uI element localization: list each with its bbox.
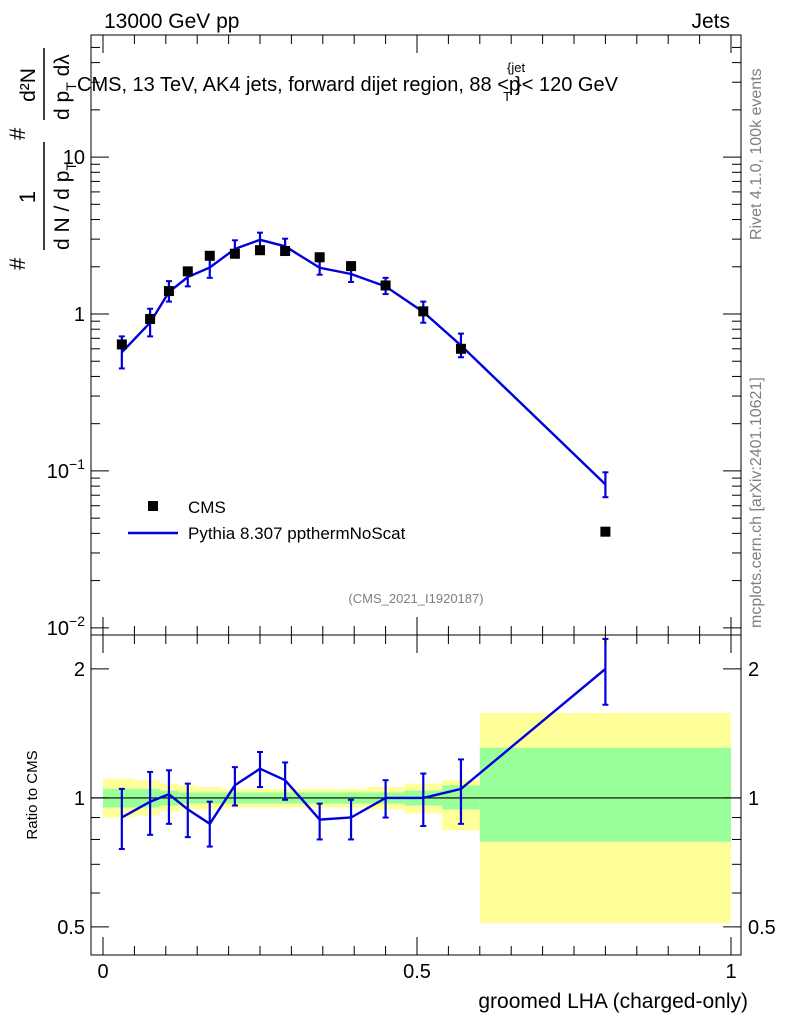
ratio-uncertainty-band-inner xyxy=(479,747,731,842)
ratio-axes: 0.5 0.5 1 1 2 2 0 0.5 1 xyxy=(57,635,776,983)
ylabel-frac2-den-tail: dλ xyxy=(51,54,74,83)
mcplots-label: mcplots.cern.ch [arXiv:2401.10621] xyxy=(748,377,765,628)
cms-data-point xyxy=(280,246,291,257)
ylabel-frac1-den: d N / d pT xyxy=(51,162,79,250)
rivet-version-label: Rivet 4.1.0, 100k events xyxy=(748,68,765,240)
cms-data-point xyxy=(204,250,215,261)
legend-label-mc: Pythia 8.307 ppthermNoScat xyxy=(188,524,406,543)
mc-series-line xyxy=(120,238,607,486)
legend-label-cms: CMS xyxy=(188,498,226,517)
cms-data-point xyxy=(116,339,127,350)
main-y-tick-label: 10−1 xyxy=(47,456,85,483)
main-frame xyxy=(90,34,742,636)
plot-title-sup: {jet xyxy=(507,60,525,75)
legend: CMS Pythia 8.307 ppthermNoScat xyxy=(128,498,406,543)
ratio-panel: 0.5 0.5 1 1 2 2 0 0.5 1 Ratio to CMS groomed LHA… xyxy=(24,634,776,1013)
ylabel-frac1-num: 1 xyxy=(15,191,40,203)
plot-title-sub: T xyxy=(503,89,511,104)
main-y-tick-label-exp: −2 xyxy=(69,613,85,629)
ylabel-hash-1: # xyxy=(5,257,30,270)
main-y-tick-label: 1 xyxy=(74,304,85,326)
plot-title: CMS, 13 TeV, AK4 jets, forward dijet reg… xyxy=(77,60,619,104)
x-tick-label: 0 xyxy=(97,961,108,983)
ratio-frame xyxy=(90,634,742,956)
main-y-tick-label: 10−2 xyxy=(47,613,85,640)
ylabel-frac2-den: d pT dλ xyxy=(51,54,79,120)
legend-marker-cms xyxy=(148,501,158,511)
cms-data-point xyxy=(314,252,325,263)
cms-data-point xyxy=(455,343,466,354)
ratio-y-tick-label-right: 2 xyxy=(748,659,759,681)
ratio-y-tick-label-right: 0.5 xyxy=(748,917,776,939)
cms-data-point xyxy=(418,306,429,317)
main-y-axis-label: # 1 d N / d pT # d²N d pT dλ xyxy=(5,48,79,270)
x-axis-label: groomed LHA (charged-only) xyxy=(478,990,748,1013)
header-left-label: 13000 GeV pp xyxy=(104,10,239,33)
ratio-y-tick-label: 0.5 xyxy=(57,917,85,939)
ratio-plot-area xyxy=(91,637,741,924)
plot-title-main: CMS, 13 TeV, AK4 jets, forward dijet reg… xyxy=(77,74,520,96)
ratio-y-tick-label-right: 1 xyxy=(748,788,759,810)
main-plot-area xyxy=(116,231,611,537)
main-y-tick-label-base: 10 xyxy=(47,618,69,640)
ratio-y-tick-label: 2 xyxy=(74,659,85,681)
ylabel-frac2-num: d²N xyxy=(17,68,40,102)
x-tick-label: 0.5 xyxy=(403,961,431,983)
main-y-tick-label-base: 10 xyxy=(47,461,69,483)
cms-data-point xyxy=(600,526,611,537)
ylabel-frac2-den-main: d p xyxy=(51,91,74,120)
ratio-y-axis-label: Ratio to CMS xyxy=(24,750,41,839)
plot-title-tail: }< 120 GeV xyxy=(515,74,619,96)
header-right-label: Jets xyxy=(691,10,730,33)
analysis-watermark: (CMS_2021_I1920187) xyxy=(348,591,483,606)
cms-data-point xyxy=(255,245,265,256)
cms-data-point xyxy=(346,261,357,272)
ratio-y-tick-label: 1 xyxy=(74,788,85,810)
cms-data-point xyxy=(182,266,193,277)
ylabel-frac2-den-sub: T xyxy=(63,82,79,91)
main-y-tick-label: 10 xyxy=(63,147,85,169)
ylabel-hash-2: # xyxy=(5,127,30,140)
ylabel-frac1-den-main: d N / d p xyxy=(51,171,74,250)
x-tick-label: 1 xyxy=(725,961,736,983)
ratio-series-line xyxy=(121,667,607,826)
ylabel-frac1-den-sub: T xyxy=(63,162,79,171)
cms-data-point xyxy=(380,280,391,291)
cms-data-point xyxy=(163,286,174,297)
cms-data-point xyxy=(229,248,240,259)
main-y-tick-label-exp: −1 xyxy=(69,456,85,472)
cms-data-point xyxy=(145,313,156,324)
